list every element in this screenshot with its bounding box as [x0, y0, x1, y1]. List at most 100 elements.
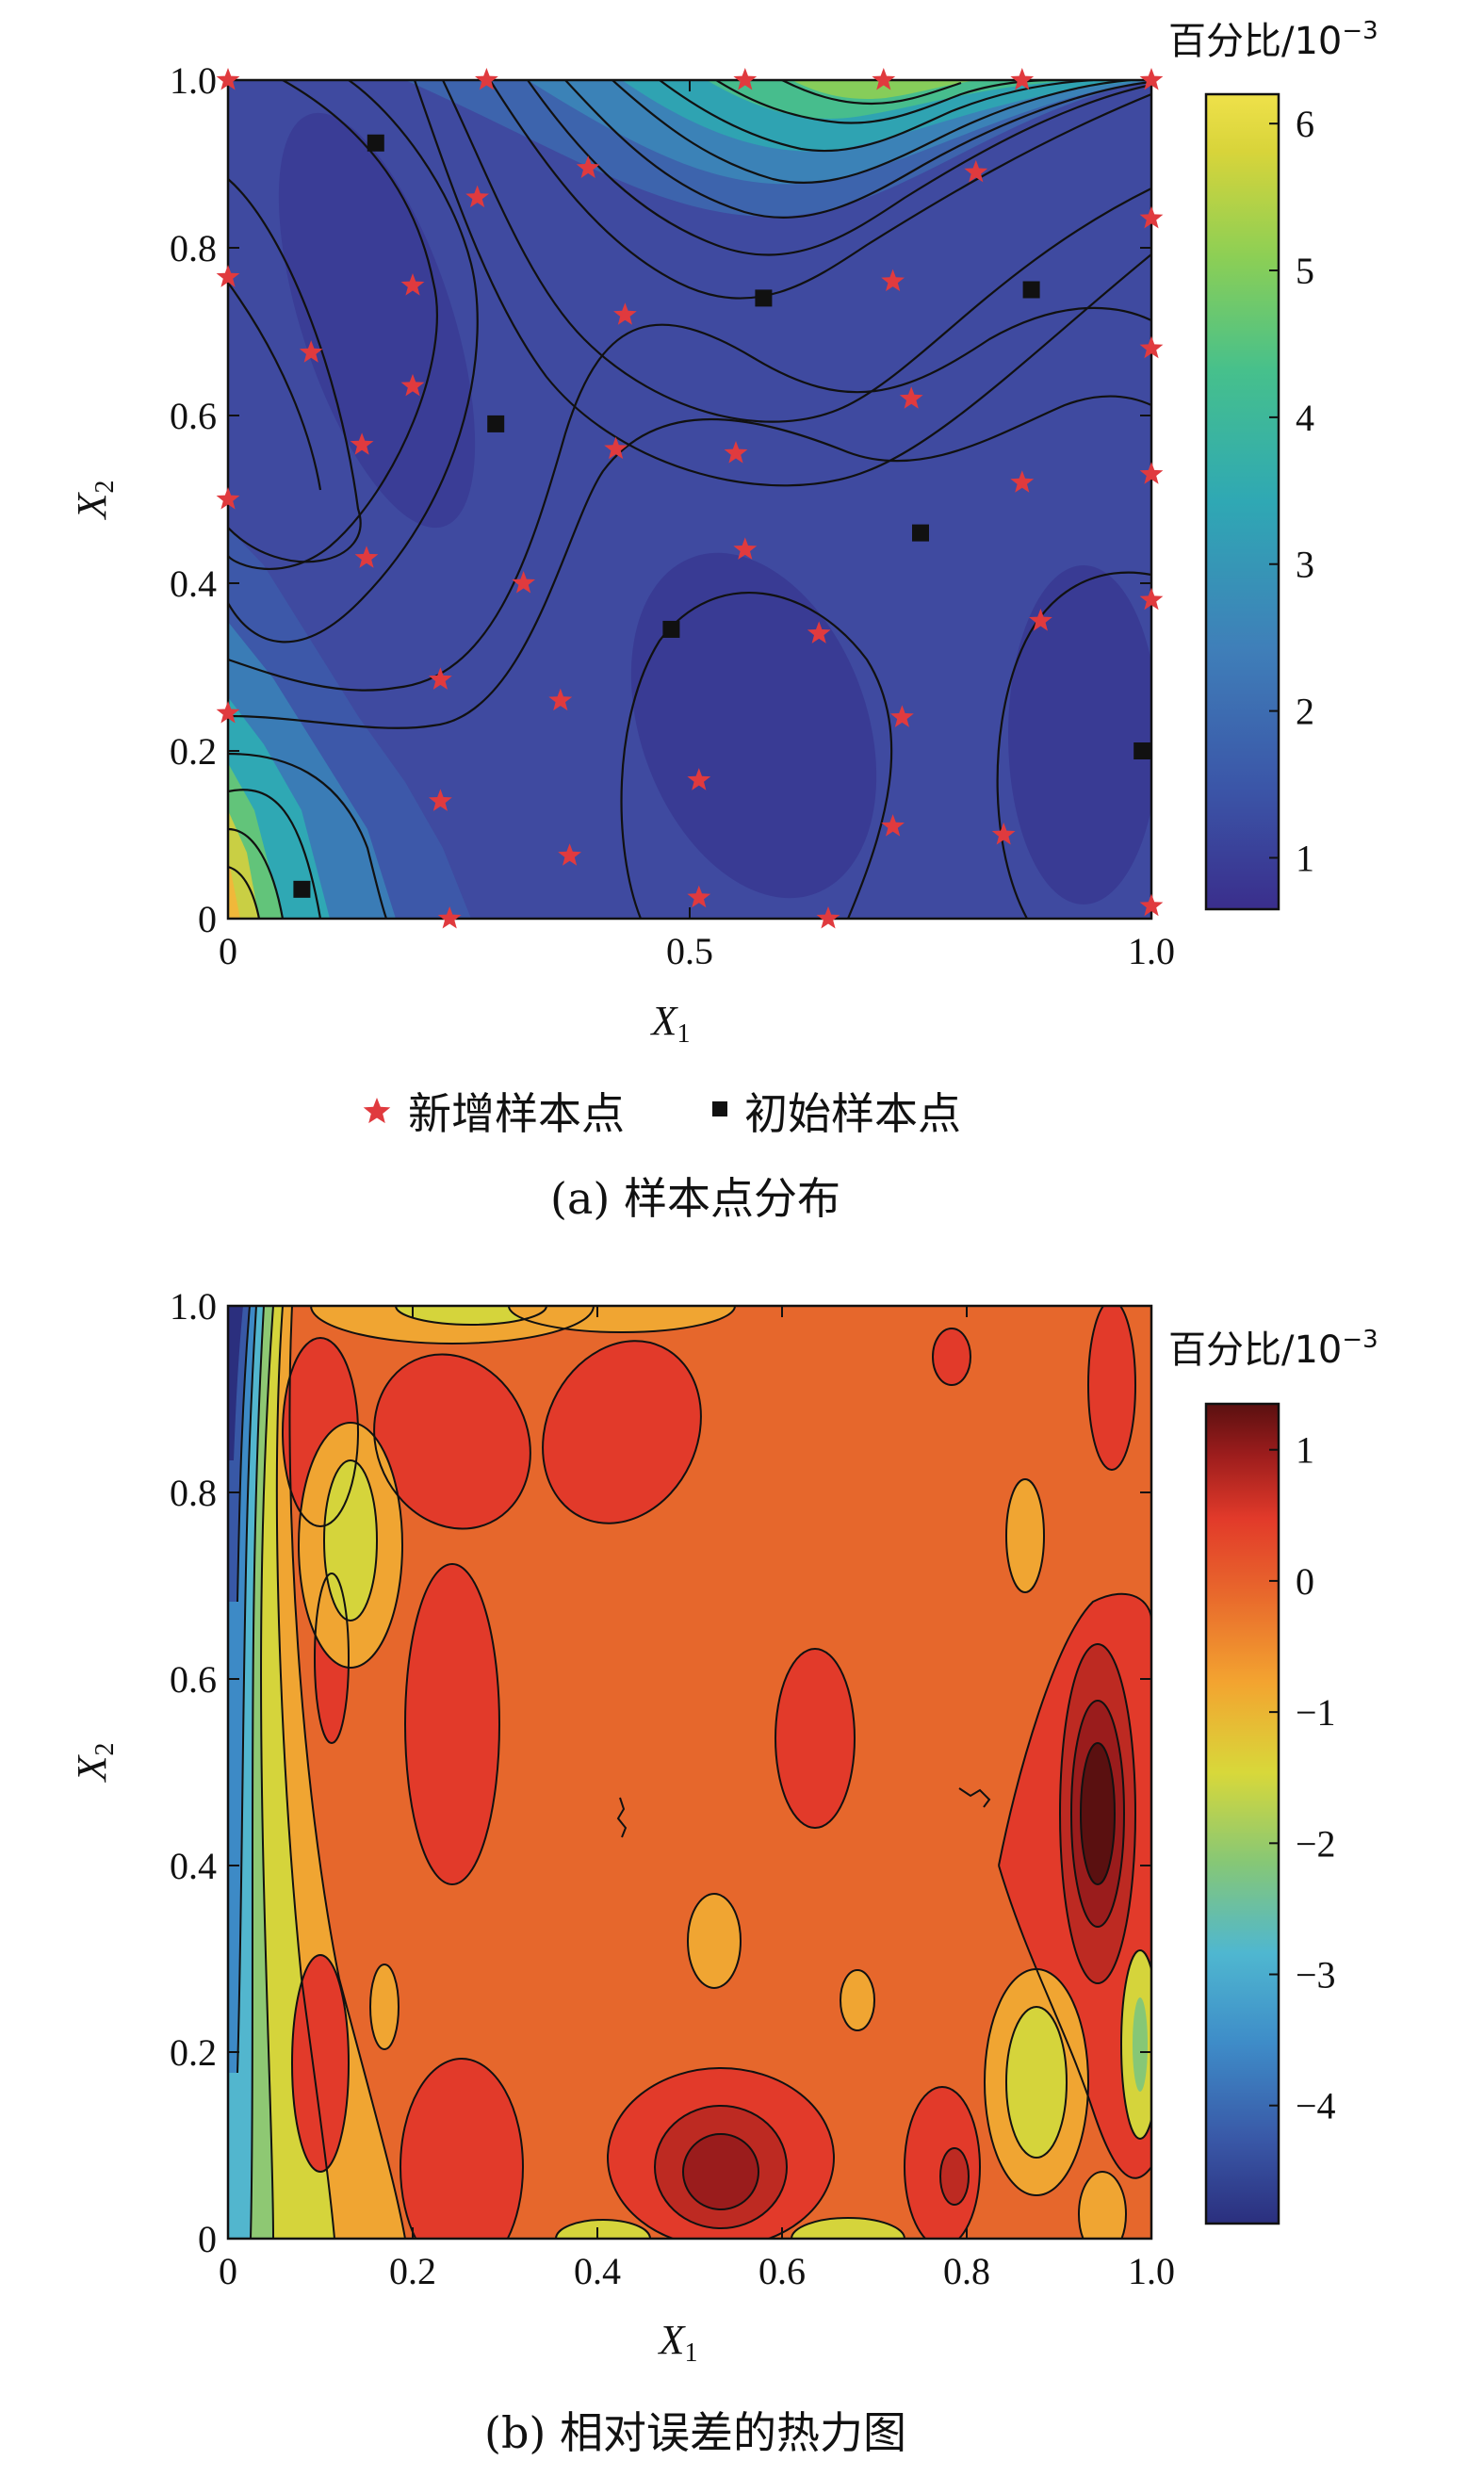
initial-sample-square: [1022, 281, 1040, 299]
new-sample-star: [558, 843, 581, 866]
panel-a-y-axis-label: X2: [69, 481, 120, 521]
panel-b-tickmarks: [227, 1305, 1152, 2240]
new-sample-star: [816, 906, 840, 929]
panel-a-y-ticks: 0 0.2 0.4 0.6 0.8 1.0: [170, 59, 217, 940]
new-sample-star: [429, 667, 452, 690]
new-sample-star: [1010, 470, 1035, 493]
panel-b-frame: [226, 1304, 1153, 2241]
new-sample-star: [465, 185, 489, 208]
new-sample-star: [299, 340, 323, 363]
new-sample-star: [604, 436, 628, 460]
panel-a-colorbar: 1 2 3 4 5 6 百分比/10−3: [1168, 17, 1378, 911]
colorbar-tick-label: −1: [1296, 1691, 1336, 1734]
y-tick-label: 0: [198, 898, 217, 940]
y-tick-label: 0.6: [170, 1658, 217, 1701]
new-sample-star: [733, 68, 758, 90]
new-sample-star: [613, 302, 637, 325]
x-tick-label: 0.8: [943, 2250, 990, 2292]
new-sample-star: [1139, 462, 1164, 484]
colorbar-tick-label: 0: [1296, 1560, 1314, 1603]
panel-a-colorbar-ticks: 1 2 3 4 5 6: [1269, 103, 1314, 879]
initial-sample-square: [293, 880, 311, 898]
panel-b-contour-field: [228, 1306, 1151, 2239]
panel-a-contour-field: [228, 80, 1151, 919]
new-sample-star: [687, 768, 711, 790]
colorbar-tick-label: −4: [1296, 2085, 1336, 2127]
new-sample-star: [1139, 893, 1164, 917]
y-tick-label: 0.8: [170, 227, 217, 269]
panel-a-contours: [228, 80, 1151, 919]
new-sample-star: [400, 273, 425, 296]
panel-a-samples: [216, 68, 1164, 929]
new-sample-star: [475, 68, 498, 90]
new-sample-star: [807, 621, 831, 644]
panel-b-x-axis-label: X1: [658, 2317, 698, 2368]
panel-a: 0 0.5 1.0 0 0.2 0.4 0.6 0.8 1.0 X1 X2 1 2 3 4 5 6 百分…: [69, 17, 1378, 1224]
initial-sample-square: [912, 524, 929, 542]
new-sample-star: [991, 823, 1016, 845]
panel-b-y-ticks: 0 0.2 0.4 0.6 0.8 1.0: [170, 1285, 217, 2260]
new-sample-star: [881, 269, 905, 292]
new-sample-star: [733, 537, 758, 560]
x-tick-label: 1.0: [1128, 2250, 1175, 2292]
panel-a-legend: 新增样本点 初始样本点: [363, 1088, 961, 1139]
colorbar-tick-label: −2: [1296, 1822, 1336, 1865]
legend-label-new-samples: 新增样本点: [408, 1088, 625, 1139]
colorbar-tick-label: 1: [1296, 837, 1314, 879]
initial-sample-square: [1133, 742, 1151, 759]
x-tick-label: 0.2: [389, 2250, 436, 2292]
new-sample-star: [437, 906, 462, 929]
panel-a-colorbar-title: 百分比/10−3: [1168, 17, 1378, 63]
new-sample-star: [216, 265, 240, 287]
new-sample-star: [548, 688, 573, 711]
panel-a-x-ticks: 0 0.5 1.0: [219, 930, 1175, 972]
new-sample-star: [890, 705, 914, 727]
y-tick-label: 0: [198, 2218, 217, 2260]
new-sample-star: [576, 155, 600, 178]
initial-sample-square: [367, 134, 384, 152]
panel-b-x-ticks: 0 0.2 0.4 0.6 0.8 1.0: [219, 2250, 1175, 2292]
new-sample-star: [1139, 335, 1164, 359]
y-tick-label: 0.6: [170, 395, 217, 437]
new-sample-star: [400, 373, 425, 397]
colorbar-tick-label: 3: [1296, 544, 1314, 586]
panel-b-colorbar-bar: [1204, 1402, 1280, 2225]
initial-sample-square: [662, 620, 680, 638]
legend-star-marker: [363, 1098, 391, 1124]
panel-a-colorbar-bar: [1204, 92, 1280, 911]
new-sample-star: [1139, 587, 1164, 611]
y-tick-label: 0.2: [170, 730, 217, 773]
new-sample-star: [724, 441, 748, 464]
panel-b-y-axis-label: X2: [69, 1743, 120, 1784]
new-sample-star: [354, 546, 379, 568]
panel-b-caption: (b) 相对误差的热力图: [484, 2407, 906, 2458]
x-tick-label: 0: [219, 2250, 237, 2292]
new-sample-star: [899, 386, 923, 409]
colorbar-tick-label: −3: [1296, 1954, 1336, 1996]
panel-b-colorbar-ticks: 1 0 −1 −2 −3 −4: [1269, 1429, 1336, 2127]
new-sample-star: [216, 701, 240, 724]
legend-label-initial-samples: 初始样本点: [744, 1088, 961, 1139]
panel-b-colorbar-title: 百分比/10−3: [1168, 1326, 1378, 1372]
new-sample-star: [1029, 609, 1052, 631]
colorbar-tick-label: 5: [1296, 250, 1314, 292]
legend-square-marker: [712, 1101, 727, 1116]
y-tick-label: 0.2: [170, 2031, 217, 2074]
x-tick-label: 0.4: [574, 2250, 621, 2292]
new-sample-star: [429, 789, 452, 811]
x-tick-label: 0: [219, 930, 237, 972]
panel-b-colorbar: 1 0 −1 −2 −3 −4 百分比/10−3: [1168, 1326, 1378, 2225]
colorbar-tick-label: 6: [1296, 103, 1314, 145]
y-tick-label: 0.4: [170, 1845, 217, 1887]
x-tick-label: 1.0: [1128, 930, 1175, 972]
panel-a-x-axis-label: X1: [650, 998, 691, 1049]
new-sample-star: [1139, 205, 1164, 229]
y-tick-label: 0.8: [170, 1472, 217, 1514]
new-sample-star: [1139, 68, 1164, 90]
panel-a-caption: (a) 样本点分布: [550, 1173, 840, 1224]
new-sample-star: [350, 432, 374, 455]
y-tick-label: 0.4: [170, 562, 217, 605]
initial-sample-square: [755, 289, 773, 307]
new-sample-star: [964, 159, 988, 183]
